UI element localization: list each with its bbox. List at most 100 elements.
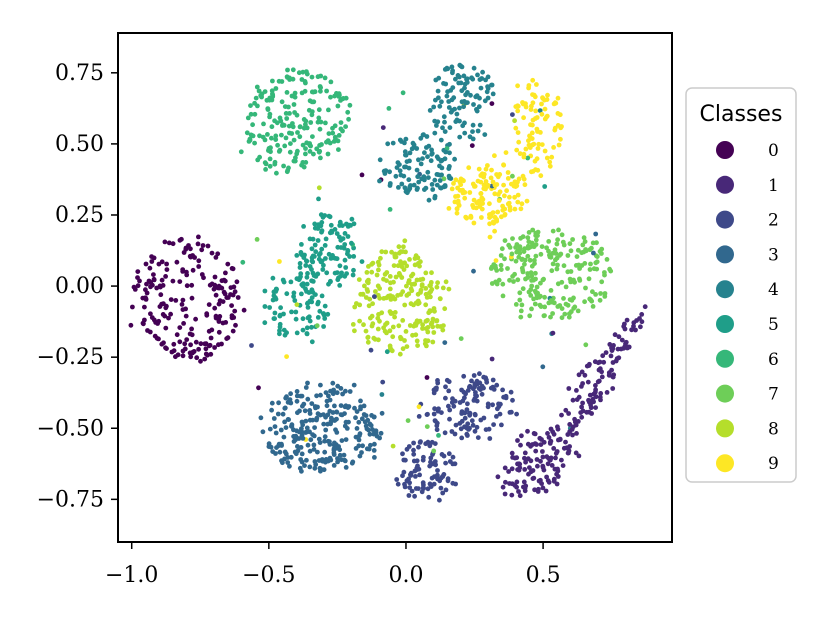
scatter-point-class-8 [387,343,393,349]
scatter-point-class-2 [472,411,478,417]
scatter-point-class-1 [525,441,531,447]
scatter-point-class-2 [425,439,431,445]
scatter-point-class-7 [597,249,603,254]
scatter-point-class-8 [407,257,412,262]
scatter-point-class-0 [205,243,211,249]
scatter-point-class-7 [588,261,593,267]
scatter-point-class-5 [299,291,304,297]
scatter-point-class-1 [576,453,582,459]
scatter-point-class-6 [347,102,353,108]
scatter-point-class-1 [522,450,528,456]
scatter-point-class-5 [319,246,325,252]
scatter-point-class-9 [547,163,553,169]
y-tick-label: −0.50 [37,416,104,441]
scatter-point-class-1 [522,455,527,461]
scatter-point-class-1 [579,369,585,375]
legend-label-9: 9 [768,454,779,474]
scatter-point-class-6 [267,95,273,101]
scatter-point-class-0 [145,328,150,333]
scatter-point-class-1 [588,402,593,408]
scatter-point-class-6 [345,109,351,115]
scatter-point-class-4 [537,108,543,113]
scatter-point-class-7 [494,268,500,273]
scatter-point-class-3 [285,417,291,422]
scatter-point-class-3 [285,455,291,460]
scatter-point-class-2 [461,373,467,379]
scatter-point-class-0 [221,289,227,295]
scatter-point-class-6 [275,142,280,148]
scatter-point-class-2 [447,407,453,413]
scatter-point-class-9 [495,174,501,180]
scatter-point-class-4 [436,156,441,162]
scatter-point-class-8 [414,338,420,344]
scatter-point-class-4 [398,172,404,178]
legend-marker-4 [716,280,734,299]
scatter-point-class-3 [322,438,327,444]
scatter-point-class-5 [326,251,332,257]
scatter-point-class-8 [393,254,399,260]
scatter-point-class-5 [342,257,348,263]
scatter-point-class-9 [536,141,542,147]
scatter-point-class-6 [291,137,297,143]
scatter-point-class-7 [515,277,521,283]
scatter-point-class-3 [327,397,333,403]
scatter-point-class-2 [510,397,515,403]
scatter-point-class-9 [535,146,541,151]
scatter-point-class-7 [548,288,554,293]
scatter-point-class-5 [343,265,349,270]
scatter-point-class-5 [309,258,315,264]
scatter-point-class-7 [525,271,531,276]
scatter-point-class-3 [334,445,339,451]
scatter-point-class-3 [339,412,345,418]
scatter-point-class-9 [493,258,499,263]
scatter-point-class-7 [565,253,571,258]
scatter-point-class-7 [583,342,589,348]
scatter-point-class-9 [455,198,461,204]
y-tick-label: 0.00 [55,274,104,299]
scatter-point-class-0 [184,283,190,289]
scatter-point-class-6 [290,76,296,82]
scatter-point-class-8 [365,339,371,345]
scatter-point-class-3 [379,410,385,416]
scatter-point-class-0 [196,264,202,269]
scatter-point-class-6 [338,126,344,132]
scatter-point-class-8 [363,295,369,300]
scatter-point-class-6 [255,103,260,109]
scatter-point-class-2 [411,447,416,453]
scatter-point-class-6 [338,120,344,125]
y-tick-label: −0.75 [37,487,104,512]
legend-marker-6 [716,349,734,368]
scatter-point-class-1 [546,479,552,485]
scatter-point-class-2 [435,380,441,386]
scatter-point-class-2 [474,393,479,399]
scatter-point-class-8 [404,293,410,298]
scatter-point-class-6 [245,115,251,121]
scatter-point-class-9 [534,156,540,162]
scatter-point-class-5 [351,254,357,259]
scatter-point-class-8 [402,238,408,244]
scatter-point-class-1 [614,356,620,361]
scatter-point-class-2 [453,481,458,487]
scatter-point-class-9 [471,220,477,226]
scatter-point-class-5 [337,283,343,288]
scatter-point-class-9 [505,170,511,175]
scatter-point-class-6 [279,99,285,105]
scatter-point-class-9 [449,186,455,192]
scatter-point-class-2 [459,435,465,441]
scatter-point-class-0 [170,241,176,247]
scatter-point-class-8 [429,270,434,276]
scatter-point-class-3 [314,415,320,421]
scatter-point-class-5 [284,330,289,336]
scatter-point-class-6 [346,116,351,122]
scatter-point-class-3 [358,398,363,404]
scatter-point-class-4 [415,174,421,180]
scatter-point-class-5 [312,242,318,248]
scatter-point-class-1 [532,487,537,493]
scatter-point-class-7 [550,311,555,316]
scatter-point-class-2 [481,374,487,380]
scatter-point-class-5 [294,330,300,336]
scatter-point-class-1 [623,339,629,345]
scatter-point-class-6 [252,140,257,146]
scatter-point-class-5 [310,279,316,284]
scatter-point-class-0 [184,337,190,342]
